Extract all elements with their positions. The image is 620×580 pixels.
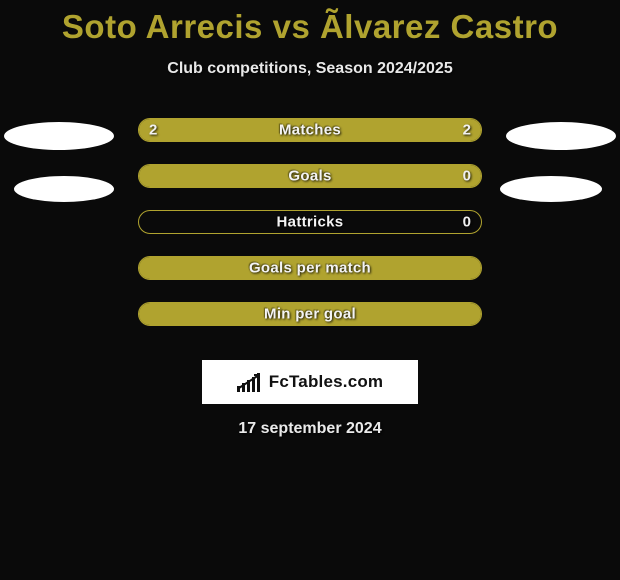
stat-row: Goals per match <box>0 254 620 300</box>
stat-label: Goals per match <box>139 260 481 277</box>
arrow-icon <box>237 372 263 392</box>
stat-bar: Goals per match <box>138 256 482 280</box>
date-text: 17 september 2024 <box>0 420 620 438</box>
brand-box[interactable]: FcTables.com <box>202 360 418 404</box>
comparison-title: Soto Arrecis vs Ãlvarez Castro <box>0 0 620 46</box>
subtitle: Club competitions, Season 2024/2025 <box>0 60 620 78</box>
stat-row: Min per goal <box>0 300 620 346</box>
stat-row: 22Matches <box>0 116 620 162</box>
stat-label: Matches <box>139 122 481 139</box>
brand-text: FcTables.com <box>269 372 384 392</box>
stat-bar: Min per goal <box>138 302 482 326</box>
stat-bar: 0Hattricks <box>138 210 482 234</box>
stat-bar: 22Matches <box>138 118 482 142</box>
stat-bar: 0Goals <box>138 164 482 188</box>
stats-rows: 22Matches 0Goals 0Hattricks Goals per match… <box>0 116 620 346</box>
stat-label: Goals <box>139 168 481 185</box>
vs-text: vs <box>273 8 320 45</box>
stat-label: Min per goal <box>139 306 481 323</box>
stat-label: Hattricks <box>139 214 481 231</box>
stat-row: 0Hattricks <box>0 208 620 254</box>
player-left-name: Soto Arrecis <box>62 8 263 45</box>
stat-row: 0Goals <box>0 162 620 208</box>
bars-icon <box>237 372 263 392</box>
player-right-name: Ãlvarez Castro <box>320 8 558 45</box>
